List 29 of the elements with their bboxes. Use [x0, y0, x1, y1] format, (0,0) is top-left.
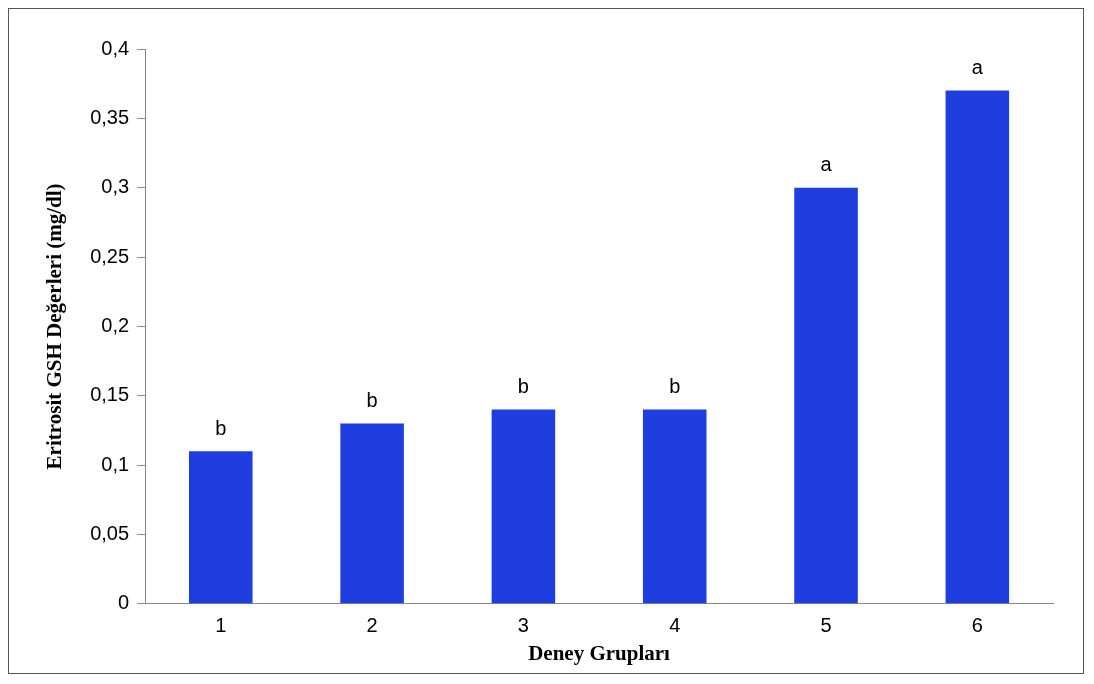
y-axis-title: Eritrosit GSH Değerleri (mg/dl) [42, 183, 67, 470]
bar [340, 423, 404, 604]
y-tick-label: 0,05 [90, 521, 130, 544]
x-tick-label: 3 [517, 614, 529, 637]
annotation: b [669, 375, 681, 398]
y-tick-label: 0,15 [90, 383, 130, 406]
x-tick-label: 2 [366, 614, 378, 637]
y-tick-label: 0,25 [90, 244, 130, 267]
x-tick-label: 1 [215, 614, 227, 637]
bar [794, 187, 858, 604]
y-tick-label: 0 [118, 591, 130, 614]
y-tick-label: 0,3 [101, 175, 130, 198]
x-axis-title: Deney Grupları [528, 640, 671, 665]
bar [642, 409, 707, 604]
y-tick-label: 0,4 [101, 36, 130, 59]
annotation: a [971, 56, 984, 79]
x-tick-label: 5 [820, 614, 832, 637]
x-tick-label: 6 [971, 614, 983, 637]
annotation: a [820, 153, 833, 176]
y-tick-label: 0,2 [101, 313, 130, 336]
y-tick-label: 0,35 [90, 105, 130, 128]
annotation: b [366, 389, 378, 412]
y-tick-label: 0,1 [101, 452, 130, 475]
annotation: b [517, 375, 529, 398]
annotation: b [215, 416, 227, 439]
bar [945, 90, 1010, 604]
bar [491, 409, 556, 604]
x-tick-label: 4 [669, 614, 681, 637]
bar [189, 451, 253, 604]
